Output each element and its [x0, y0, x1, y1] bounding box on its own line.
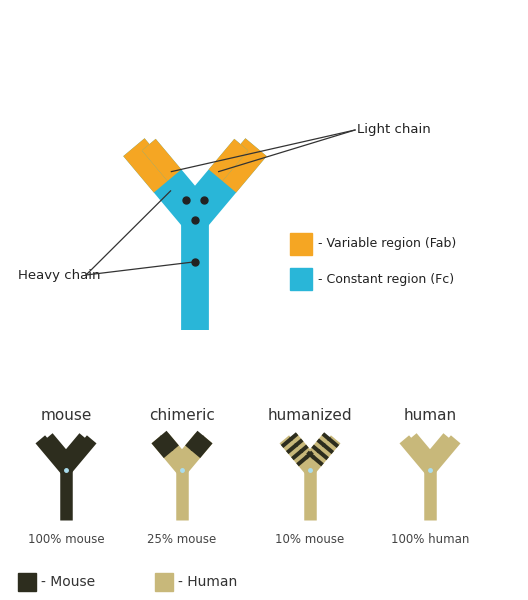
Text: - Constant region (Fc): - Constant region (Fc)	[318, 272, 454, 286]
Text: 100% human: 100% human	[391, 533, 469, 546]
Text: 25% mouse: 25% mouse	[147, 533, 216, 546]
Bar	[290, 233, 312, 255]
Text: human: human	[403, 408, 457, 423]
Text: Human antibody structure: Human antibody structure	[108, 31, 420, 55]
Text: Light chain: Light chain	[357, 124, 431, 136]
Bar	[290, 268, 312, 290]
Text: humanized: humanized	[268, 408, 352, 423]
Bar	[155, 573, 173, 591]
Bar	[18, 573, 36, 591]
Text: Types of therapeutic monoclonal antibody: Types of therapeutic monoclonal antibody	[74, 387, 454, 405]
Text: Heavy chain: Heavy chain	[18, 269, 100, 281]
Text: 10% mouse: 10% mouse	[276, 533, 345, 546]
Text: 100% mouse: 100% mouse	[27, 533, 105, 546]
Text: - Mouse: - Mouse	[41, 575, 95, 589]
Text: - Human: - Human	[178, 575, 237, 589]
Text: chimeric: chimeric	[149, 408, 215, 423]
Text: - Variable region (Fab): - Variable region (Fab)	[318, 238, 456, 251]
Text: mouse: mouse	[40, 408, 92, 423]
